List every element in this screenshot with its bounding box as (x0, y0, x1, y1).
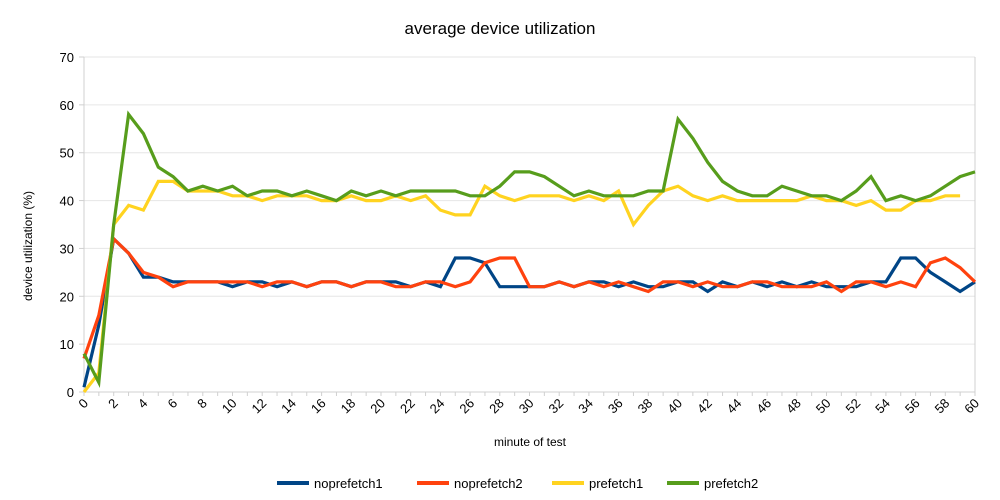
x-tick-label: 14 (278, 396, 299, 417)
legend: noprefetch1 noprefetch2 prefetch1 prefetch2 (277, 476, 758, 491)
x-tick-label: 46 (753, 396, 774, 417)
x-tick-label: 52 (842, 396, 863, 417)
x-tick-label: 0 (75, 396, 91, 412)
x-tick-label: 40 (664, 396, 685, 417)
y-tick-label: 0 (67, 385, 74, 400)
x-tick-label: 2 (105, 396, 121, 412)
x-axis-title: minute of test (494, 435, 567, 449)
x-tick-label: 6 (164, 396, 180, 412)
x-tick-label: 28 (486, 396, 507, 417)
series-lines (82, 110, 977, 393)
x-tick-label: 34 (575, 396, 596, 417)
x-tick-label: 50 (813, 396, 834, 417)
legend-label-prefetch2: prefetch2 (704, 476, 758, 491)
x-tick-label: 42 (694, 396, 715, 417)
x-tick-label: 24 (427, 396, 448, 417)
chart-title: average device utilization (405, 19, 596, 38)
x-tick-label: 8 (194, 396, 210, 412)
x-tick-label: 18 (338, 396, 359, 417)
x-tick-label: 60 (961, 396, 982, 417)
x-tick-label: 44 (724, 396, 745, 417)
series-line-noprefetch2 (82, 235, 977, 360)
y-tick-label: 60 (60, 98, 74, 113)
legend-label-noprefetch1: noprefetch1 (314, 476, 383, 491)
gridlines (84, 56, 975, 393)
x-tick-label: 16 (308, 396, 329, 417)
legend-label-noprefetch2: noprefetch2 (454, 476, 523, 491)
x-tick-label: 48 (783, 396, 804, 417)
series-line-noprefetch1 (82, 235, 976, 388)
x-tick-label: 30 (516, 396, 537, 417)
x-tick-label: 10 (219, 396, 240, 417)
y-tick-label: 10 (60, 337, 74, 352)
y-tick-label: 50 (60, 146, 74, 161)
x-tick-label: 4 (135, 396, 151, 412)
y-tick-label: 30 (60, 241, 74, 256)
y-tick-label: 40 (60, 194, 74, 209)
x-tick-label: 32 (545, 396, 566, 417)
x-tick-label: 38 (635, 396, 656, 417)
x-tick-label: 22 (397, 396, 418, 417)
x-tick-label: 26 (456, 396, 477, 417)
x-tick-label: 36 (605, 396, 626, 417)
y-axis-title: device utilization (%) (21, 191, 35, 301)
x-tick-label: 56 (902, 396, 923, 417)
x-tick-label: 54 (872, 396, 893, 417)
x-tick-label: 58 (932, 396, 953, 417)
y-tick-label: 20 (60, 289, 74, 304)
x-tick-label: 12 (248, 396, 269, 417)
legend-label-prefetch1: prefetch1 (589, 476, 643, 491)
y-tick-label: 70 (60, 50, 74, 65)
series-line-prefetch2 (82, 110, 976, 388)
x-tick-label: 20 (367, 396, 388, 417)
